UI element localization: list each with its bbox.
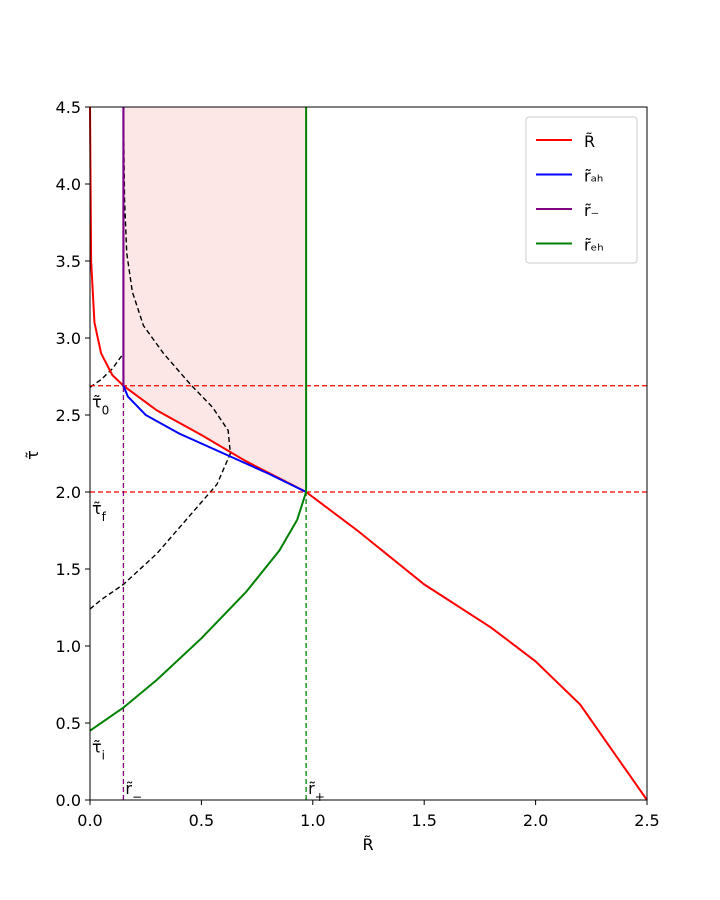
shaded-region bbox=[123, 107, 307, 492]
x-tick-label: 2.5 bbox=[634, 811, 659, 830]
x-tick-label: 0.0 bbox=[77, 811, 102, 830]
y-tick-label: 0.0 bbox=[56, 791, 81, 810]
y-axis-label: τ̃ bbox=[23, 450, 42, 460]
x-axis-label: R̃ bbox=[362, 835, 373, 854]
hline-label-main: τ̃ bbox=[92, 393, 102, 412]
plot-frame bbox=[89, 106, 648, 801]
legend-box bbox=[525, 116, 638, 264]
x-tick-label: 0.5 bbox=[189, 811, 214, 830]
vline-label-sub: + bbox=[315, 790, 325, 804]
y-tick-label: 3.0 bbox=[56, 329, 81, 348]
vline-label-sub: − bbox=[132, 790, 142, 804]
vline-label: r̃+ bbox=[308, 779, 325, 804]
y-tick-label: 2.5 bbox=[56, 406, 81, 425]
y-tick-label: 1.5 bbox=[56, 560, 81, 579]
series-line bbox=[122, 107, 307, 493]
vline-label-main: r̃ bbox=[125, 779, 132, 798]
start-label: τ̃i bbox=[92, 738, 105, 763]
x-tick-label: 1.5 bbox=[411, 811, 436, 830]
y-tick-label: 2.0 bbox=[56, 483, 81, 502]
legend-label: r̃ₐₕ bbox=[584, 167, 603, 186]
y-tick-label: 4.5 bbox=[56, 98, 81, 117]
y-tick-label: 4.0 bbox=[56, 175, 81, 194]
start-label-main: τ̃ bbox=[92, 738, 102, 757]
hline-label-sub: f bbox=[102, 510, 107, 524]
x-tick-label: 2.0 bbox=[523, 811, 548, 830]
series-line bbox=[89, 107, 308, 732]
hline-label: τ̃0 bbox=[92, 393, 109, 418]
y-tick-label: 1.0 bbox=[56, 637, 81, 656]
vline-label-main: r̃ bbox=[308, 779, 315, 798]
hline-label: τ̃f bbox=[92, 499, 107, 524]
hline-label-main: τ̃ bbox=[92, 499, 102, 518]
y-tick-label: 3.5 bbox=[56, 252, 81, 271]
legend-label: r̃₋ bbox=[584, 201, 599, 220]
legend-label: R̃ bbox=[584, 132, 595, 151]
start-label-sub: i bbox=[102, 749, 105, 763]
dashed-curve bbox=[89, 106, 232, 610]
vline-label: r̃− bbox=[125, 779, 142, 804]
x-tick-label: 1.0 bbox=[300, 811, 325, 830]
series-line bbox=[89, 106, 648, 801]
legend-label: r̃ₑₕ bbox=[584, 236, 604, 255]
hline-label-sub: 0 bbox=[102, 404, 110, 418]
y-tick-label: 0.5 bbox=[56, 714, 81, 733]
